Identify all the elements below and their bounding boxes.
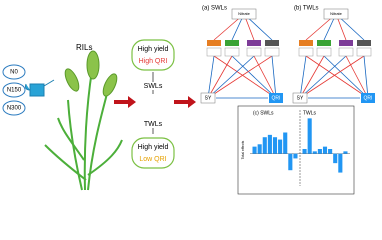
node-box	[316, 47, 332, 57]
node-box	[225, 40, 239, 46]
edge	[299, 55, 347, 99]
edge	[207, 55, 255, 99]
network-title: (b) TWLs	[294, 6, 319, 12]
bar	[272, 137, 278, 154]
node-box	[356, 47, 372, 57]
node-box	[265, 40, 279, 46]
bar	[338, 153, 343, 173]
chart-frame	[237, 105, 355, 195]
bar	[252, 146, 257, 154]
edge	[207, 55, 273, 99]
bar	[283, 132, 288, 154]
bar	[328, 149, 333, 154]
node-label: QRI	[364, 95, 373, 101]
treatment-oval	[2, 64, 26, 80]
node-box	[231, 8, 257, 20]
treatment-label: N0	[10, 70, 18, 76]
edge	[253, 55, 277, 99]
node-box	[200, 92, 216, 104]
bar	[343, 151, 348, 154]
node-box	[361, 93, 375, 103]
edge	[231, 55, 277, 99]
effects-chart: Total effects (c) SWLs TWLs	[237, 105, 355, 195]
node-box	[292, 92, 308, 104]
treatment-label: N300	[7, 106, 22, 112]
treatment-label: N150	[7, 88, 22, 94]
bar	[302, 149, 307, 154]
edge	[299, 55, 307, 99]
edge	[207, 55, 233, 99]
node-box	[224, 47, 240, 57]
bar	[317, 149, 322, 154]
group-label: TWLs	[144, 121, 163, 128]
cloud-text: High yield	[138, 144, 169, 151]
bar	[307, 118, 312, 154]
group-label: SWLs	[144, 83, 163, 90]
node-box	[264, 47, 280, 57]
node-box	[206, 47, 222, 57]
node-box	[339, 40, 353, 46]
cloud-text: High yield	[138, 46, 169, 53]
node-box	[269, 93, 283, 103]
node-label: SY	[297, 95, 304, 101]
bar	[322, 146, 328, 154]
cloud-text: Low QRI	[139, 156, 166, 163]
bar	[312, 151, 317, 154]
node-label: QRI	[272, 95, 281, 101]
bar	[333, 153, 338, 164]
edge	[213, 55, 277, 99]
cloud	[131, 39, 175, 71]
node-box	[317, 40, 331, 46]
node-box	[247, 40, 261, 46]
watering-can	[25, 79, 55, 97]
node-box	[323, 8, 349, 20]
edge	[345, 55, 369, 99]
node-box	[246, 47, 262, 57]
node-box	[299, 40, 313, 46]
node-box	[338, 47, 354, 57]
panel-title: (c) SWLs	[253, 110, 274, 116]
network-title: (a) SWLs	[202, 6, 227, 12]
edge	[299, 55, 325, 99]
ril-label: RILs	[76, 43, 92, 52]
bar	[267, 134, 272, 154]
bar	[293, 153, 298, 159]
edge	[271, 55, 277, 99]
graphical-abstract: RILs High yield High QRI SWLs TWLs High …	[2, 6, 375, 195]
edge	[363, 55, 369, 99]
node-label: Nitrate	[330, 11, 343, 16]
bar	[288, 153, 293, 171]
node-box	[207, 40, 221, 46]
bar	[262, 137, 267, 154]
node-label: SY	[205, 95, 212, 101]
y-axis-label: Total effects	[241, 140, 245, 159]
plant-illustration	[44, 50, 123, 191]
arrow	[174, 96, 196, 108]
treatment-oval	[2, 100, 26, 116]
edge	[323, 55, 369, 99]
edge	[305, 55, 369, 99]
network: (a) SWLs Nitrate SY QRI	[200, 6, 283, 104]
arrow	[114, 96, 136, 108]
treatment-oval	[2, 82, 26, 98]
node-label: Nitrate	[238, 11, 251, 16]
panel-title: TWLs	[303, 110, 317, 116]
node-box	[357, 40, 371, 46]
edge	[299, 55, 365, 99]
cloud-text: High QRI	[139, 58, 168, 65]
edge	[207, 55, 215, 99]
cloud	[131, 137, 175, 169]
node-box	[298, 47, 314, 57]
bar	[257, 144, 262, 154]
network: (b) TWLs Nitrate SY QRI	[292, 6, 375, 104]
bar	[278, 139, 283, 154]
